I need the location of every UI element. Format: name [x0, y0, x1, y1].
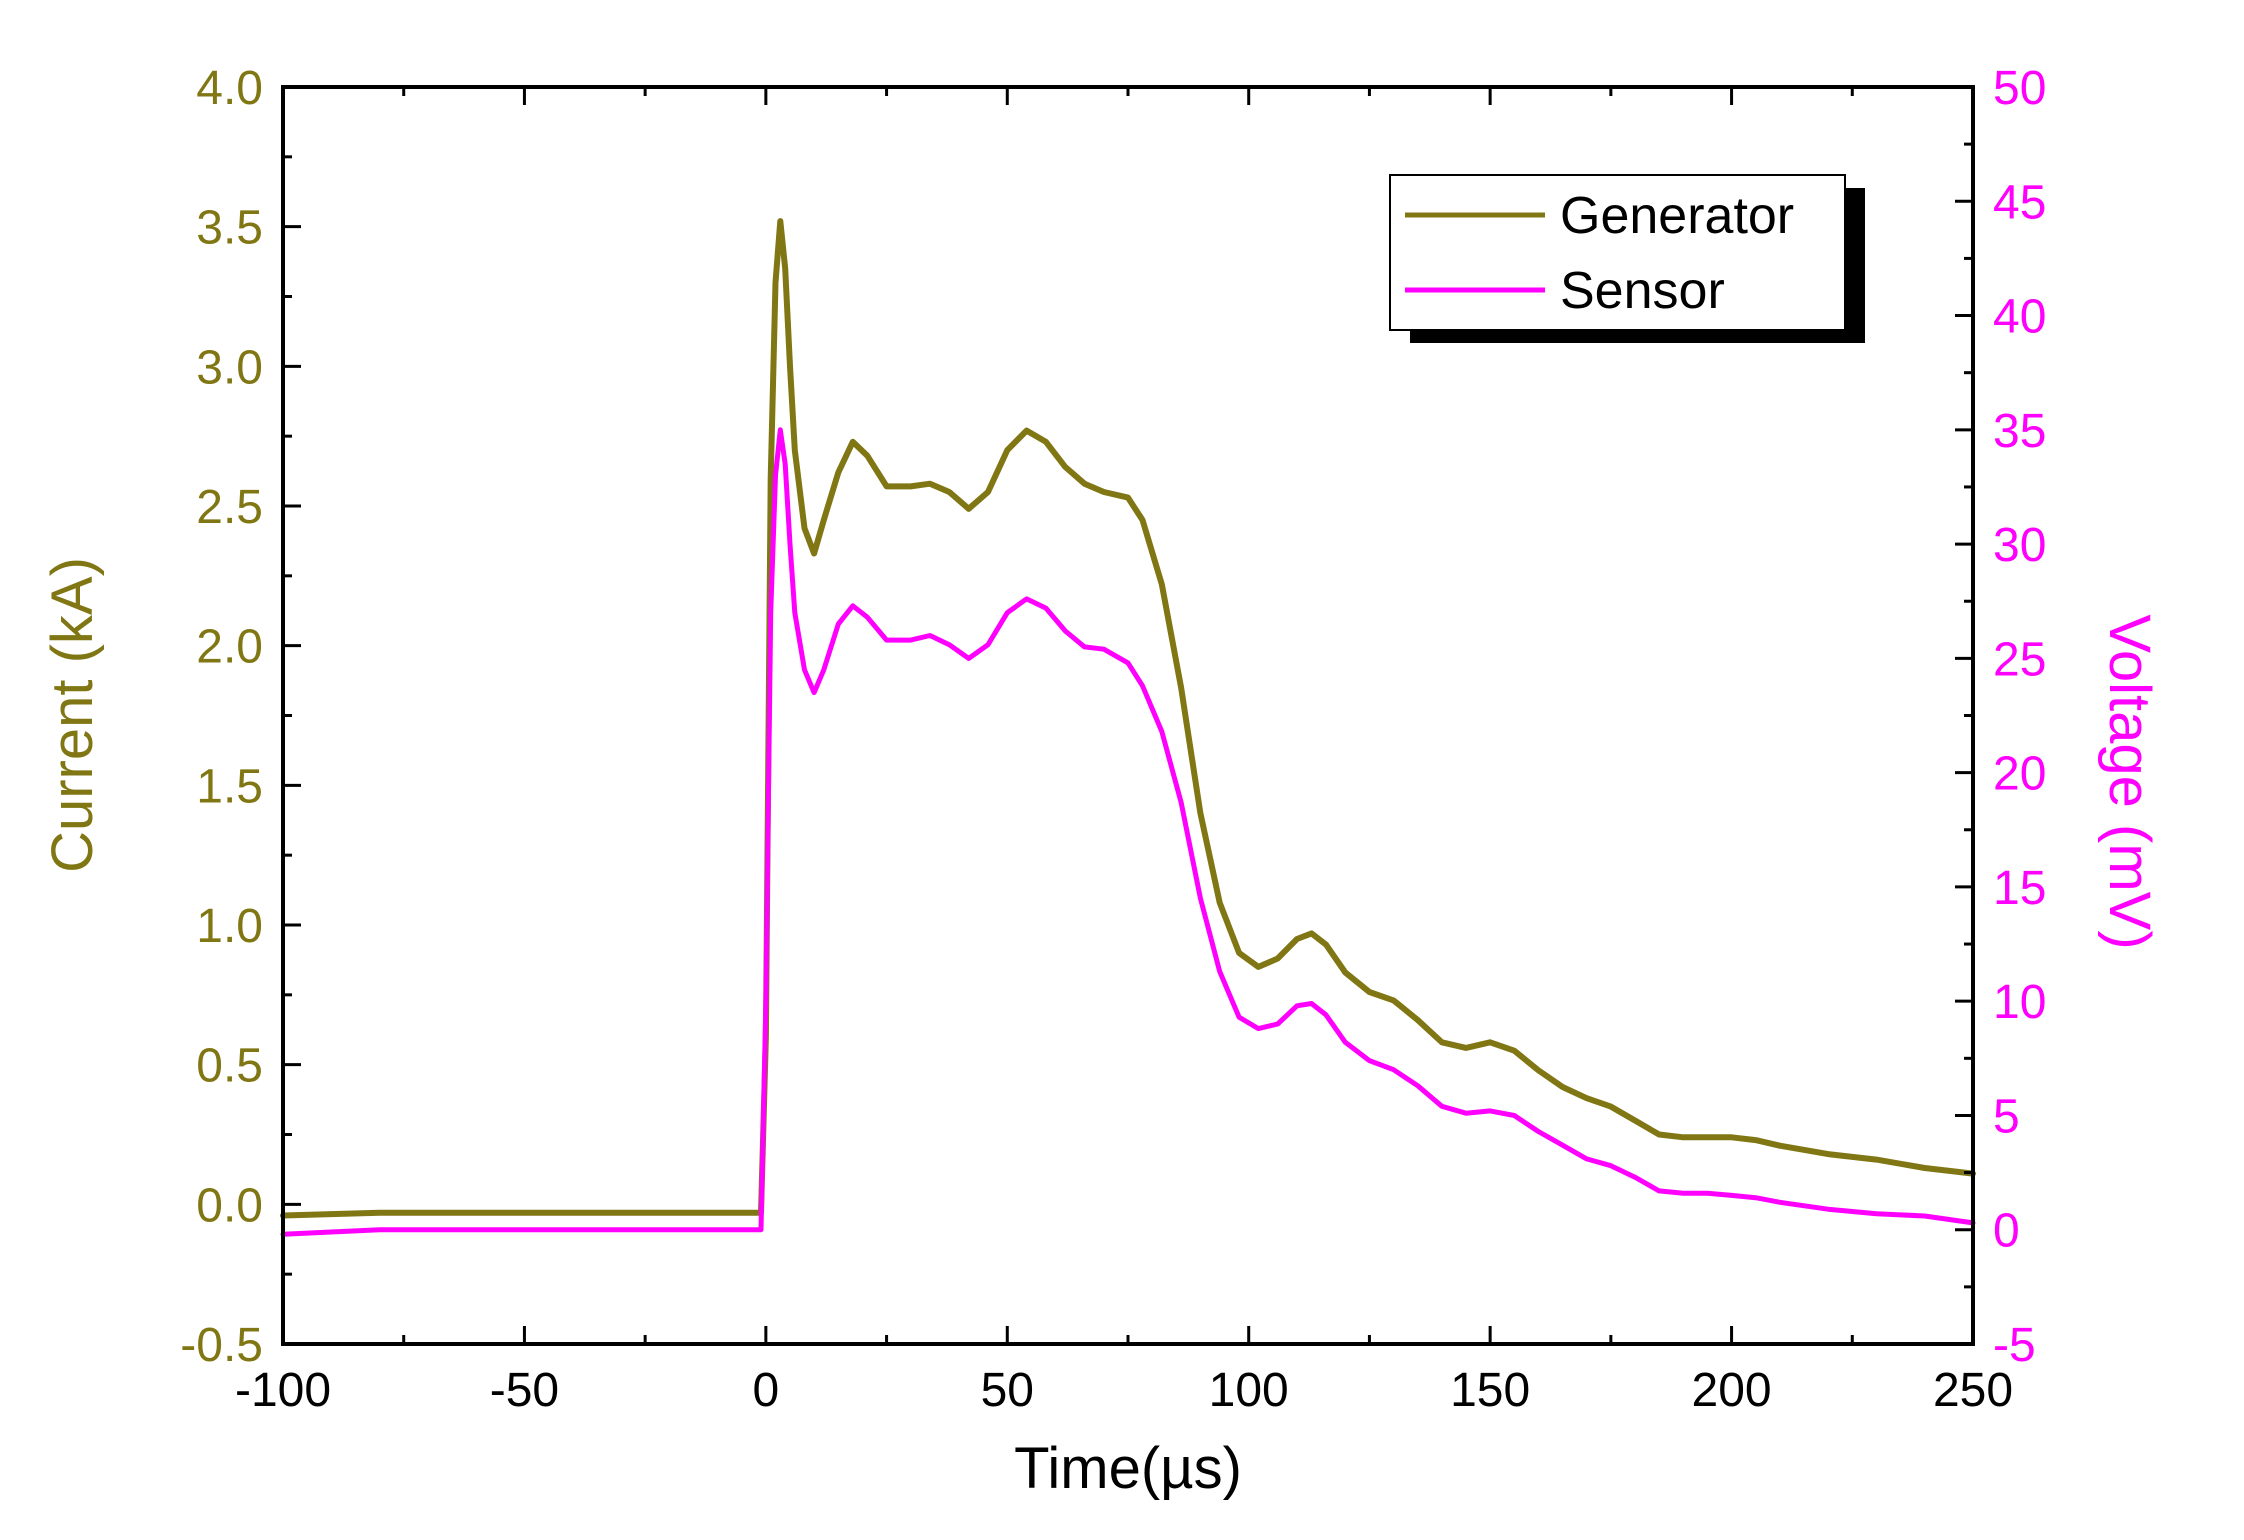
y-right-tick-label: 45 — [1993, 176, 2046, 229]
x-axis-title: Time(µs) — [1014, 1436, 1242, 1501]
y-right-tick-label: 35 — [1993, 405, 2046, 458]
x-tick-label: 100 — [1209, 1364, 1289, 1417]
y-left-tick-label: 1.0 — [196, 900, 263, 953]
series-line-sensor — [280, 427, 1976, 1237]
y-right-tick-label: -5 — [1993, 1319, 2036, 1372]
x-tick-label: 50 — [981, 1364, 1034, 1417]
legend-label-generator: Generator — [1560, 187, 1794, 245]
y-left-tick-label: 3.5 — [196, 202, 263, 255]
x-tick-label: 0 — [753, 1364, 780, 1417]
y-left-tick-label: 2.5 — [196, 481, 263, 534]
tick-marks — [281, 85, 1975, 1346]
tick-labels: -100 -50 0 50 100 150 200 250-0.50.00.51.01.52.… — [180, 62, 2046, 1417]
y-right-tick-label: 0 — [1993, 1205, 2020, 1258]
x-tick-label: 150 — [1450, 1364, 1530, 1417]
y-left-tick-label: 1.5 — [196, 760, 263, 813]
x-tick-label: 200 — [1692, 1364, 1772, 1417]
y-right-tick-label: 40 — [1993, 291, 2046, 344]
y-left-tick-label: -0.5 — [180, 1319, 263, 1372]
y-left-tick-label: 2.0 — [196, 621, 263, 674]
y-left-tick-label: 0.5 — [196, 1040, 263, 1093]
series-line-generator — [280, 218, 1976, 1219]
y-right-tick-label: 50 — [1993, 62, 2046, 115]
legend-box — [1389, 174, 1846, 331]
x-tick-label: -50 — [490, 1364, 559, 1417]
y-right-tick-label: 20 — [1993, 748, 2046, 801]
y-right-tick-label: 5 — [1993, 1090, 2020, 1143]
legend: Generator Sensor — [1389, 174, 1865, 343]
data-lines — [280, 218, 1976, 1237]
y-right-axis-title: Voltage (mV) — [2097, 614, 2162, 949]
x-tick-label: -100 — [235, 1364, 331, 1417]
y-right-tick-label: 25 — [1993, 633, 2046, 686]
y-right-tick-label: 15 — [1993, 862, 2046, 915]
y-left-axis-title: Current (kA) — [40, 557, 105, 873]
y-right-tick-label: 10 — [1993, 976, 2046, 1029]
y-left-tick-label: 4.0 — [196, 62, 263, 115]
y-left-tick-label: 3.0 — [196, 341, 263, 394]
y-right-tick-label: 30 — [1993, 519, 2046, 572]
x-tick-label: 250 — [1933, 1364, 2013, 1417]
legend-label-sensor: Sensor — [1560, 262, 1725, 320]
y-left-tick-label: 0.0 — [196, 1179, 263, 1232]
